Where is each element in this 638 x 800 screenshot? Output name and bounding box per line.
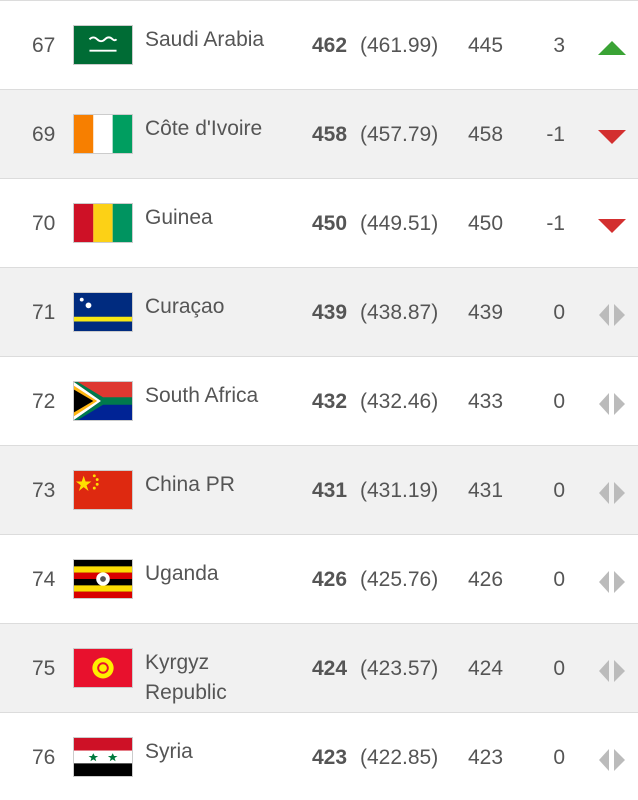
precise-points: (422.85) <box>360 746 439 769</box>
rank-change: -1 <box>546 123 565 146</box>
rank: 76 <box>32 746 56 769</box>
previous-points: 426 <box>468 568 504 591</box>
trend-icon <box>598 219 626 233</box>
points: 450 <box>312 212 348 235</box>
flag-icon <box>73 381 133 421</box>
previous-points: 458 <box>468 123 504 146</box>
precise-points: (457.79) <box>360 123 439 146</box>
country-cell: Saudi Arabia <box>73 25 288 65</box>
table-row: 67 Saudi Arabia 462 (461.99) 445 3 <box>0 0 638 89</box>
trend-icon <box>598 130 626 144</box>
trend-icon <box>599 571 625 593</box>
rank: 74 <box>32 568 56 591</box>
country-name: Syria <box>145 740 193 763</box>
rank: 71 <box>32 301 56 324</box>
trend-icon <box>598 41 626 55</box>
flag-icon <box>73 737 133 777</box>
country-name: Guinea <box>145 206 213 229</box>
rank: 72 <box>32 390 56 413</box>
rank-change: 0 <box>553 301 565 324</box>
flag-icon <box>73 114 133 154</box>
points: 426 <box>312 568 348 591</box>
points: 439 <box>312 301 348 324</box>
flag-icon <box>73 470 133 510</box>
table-row: 74 Uganda 426 (425.76) 426 0 <box>0 534 638 623</box>
rank: 67 <box>32 34 56 57</box>
country-cell: Syria <box>73 737 288 777</box>
table-row: 71 Curaçao 439 (438.87) 439 0 <box>0 267 638 356</box>
precise-points: (449.51) <box>360 212 439 235</box>
country-cell: Côte d'Ivoire <box>73 114 288 154</box>
points: 458 <box>312 123 348 146</box>
flag-icon <box>73 203 133 243</box>
rank: 73 <box>32 479 56 502</box>
previous-points: 450 <box>468 212 504 235</box>
country-name: Kyrgyz Republic <box>145 651 227 704</box>
flag-icon <box>73 648 133 688</box>
table-row: 75 Kyrgyz Republic 424 (423.57) 424 0 <box>0 623 638 712</box>
trend-icon <box>599 482 625 504</box>
precise-points: (425.76) <box>360 568 439 591</box>
trend-icon <box>599 660 625 682</box>
points: 432 <box>312 390 348 413</box>
previous-points: 431 <box>468 479 504 502</box>
country-name: Saudi Arabia <box>145 28 265 51</box>
trend-icon <box>599 749 625 771</box>
points: 431 <box>312 479 348 502</box>
previous-points: 433 <box>468 390 504 413</box>
points: 423 <box>312 746 348 769</box>
previous-points: 439 <box>468 301 504 324</box>
precise-points: (431.19) <box>360 479 439 502</box>
precise-points: (461.99) <box>360 34 439 57</box>
rank: 70 <box>32 212 56 235</box>
previous-points: 424 <box>468 657 504 680</box>
precise-points: (423.57) <box>360 657 439 680</box>
rank-change: -1 <box>546 212 565 235</box>
trend-icon <box>599 304 625 326</box>
table-row: 76 Syria 423 (422.85) 423 0 <box>0 712 638 800</box>
rank-change: 0 <box>553 479 565 502</box>
country-name: Côte d'Ivoire <box>145 117 263 140</box>
points: 424 <box>312 657 348 680</box>
precise-points: (432.46) <box>360 390 439 413</box>
table-row: 73 China PR 431 (431.19) 431 0 <box>0 445 638 534</box>
country-name: South Africa <box>145 384 259 407</box>
rank-change: 0 <box>553 657 565 680</box>
previous-points: 423 <box>468 746 504 769</box>
rank-change: 3 <box>553 34 565 57</box>
country-name: Curaçao <box>145 295 225 318</box>
rank-change: 0 <box>553 568 565 591</box>
rank: 75 <box>32 657 56 680</box>
previous-points: 445 <box>468 34 504 57</box>
points: 462 <box>312 34 348 57</box>
table-row: 69 Côte d'Ivoire 458 (457.79) 458 -1 <box>0 89 638 178</box>
rank-change: 0 <box>553 746 565 769</box>
country-cell: China PR <box>73 470 288 510</box>
country-cell: Guinea <box>73 203 288 243</box>
flag-icon <box>73 559 133 599</box>
table-row: 70 Guinea 450 (449.51) 450 -1 <box>0 178 638 267</box>
flag-icon <box>73 25 133 65</box>
trend-icon <box>599 393 625 415</box>
rank: 69 <box>32 123 56 146</box>
precise-points: (438.87) <box>360 301 439 324</box>
table-row: 72 South Africa 432 (432.46) 433 0 <box>0 356 638 445</box>
country-cell: Uganda <box>73 559 288 599</box>
rank-change: 0 <box>553 390 565 413</box>
country-cell: Curaçao <box>73 292 288 332</box>
country-cell: Kyrgyz Republic <box>73 648 288 708</box>
country-cell: South Africa <box>73 381 288 421</box>
country-name: China PR <box>145 473 235 496</box>
country-name: Uganda <box>145 562 219 585</box>
flag-icon <box>73 292 133 332</box>
